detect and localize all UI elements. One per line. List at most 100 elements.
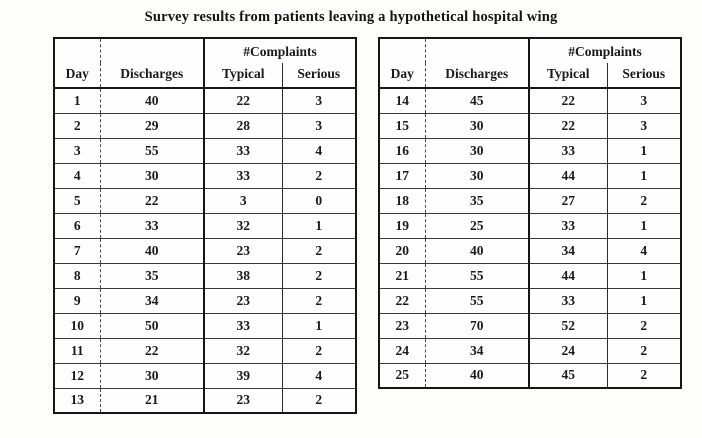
table-row: 2 29 28 3	[54, 112, 357, 138]
table-cell: 55	[425, 262, 530, 288]
table-cell: 2	[607, 312, 682, 338]
table-cell: 33	[100, 212, 205, 238]
table-row: 12 30 39 4	[54, 362, 357, 388]
table-row: 5 22 3 0	[54, 187, 357, 213]
table-cell: 22	[529, 88, 608, 113]
table-cell: 34	[425, 337, 530, 363]
col-header-serious: Serious	[622, 66, 666, 81]
table-cell: 44	[529, 162, 608, 188]
table-cell: 30	[425, 112, 530, 138]
table-cell: 29	[100, 112, 205, 138]
table-cell: 3	[282, 112, 357, 138]
table-cell: 3	[54, 137, 101, 163]
table-cell: 33	[204, 137, 283, 163]
table-cell: 2	[607, 362, 682, 388]
table-cell: 6	[54, 212, 101, 238]
table-row: 23 70 52 2	[379, 312, 682, 338]
table-cell: 33	[529, 137, 608, 163]
table-cell: 50	[100, 312, 205, 338]
table-cell: 7	[54, 237, 101, 263]
table-cell: 28	[204, 112, 283, 138]
col-header-complaints: #Complaints	[243, 44, 317, 59]
table-cell: 1	[282, 212, 357, 238]
table-cell: 4	[54, 162, 101, 188]
table-cell: 30	[100, 162, 205, 188]
table-cell: 4	[282, 137, 357, 163]
table-cell: 23	[204, 237, 283, 263]
table-cell: 9	[54, 287, 101, 313]
table-row: 3 55 33 4	[54, 137, 357, 163]
table-cell: 3	[607, 112, 682, 138]
table-cell: 1	[607, 137, 682, 163]
table-row: 17 30 44 1	[379, 162, 682, 188]
table-cell: 11	[54, 337, 101, 363]
table-row: 7 40 23 2	[54, 237, 357, 263]
col-header-day: Day	[379, 38, 426, 88]
table-cell: 24	[529, 337, 608, 363]
table-row: 20 40 34 4	[379, 237, 682, 263]
table-row: 15 30 22 3	[379, 112, 682, 138]
table-cell: 45	[529, 362, 608, 388]
table-cell: 33	[204, 312, 283, 338]
table-row: 22 55 33 1	[379, 287, 682, 313]
table-cell: 52	[529, 312, 608, 338]
page-title: Survey results from patients leaving a h…	[144, 9, 558, 25]
table-row: 21 55 44 1	[379, 262, 682, 288]
table-cell: 3	[640, 92, 648, 108]
table-cell: 15	[379, 112, 426, 138]
table-row: 8 35 38 2	[54, 262, 357, 288]
table-cell: 32	[204, 337, 283, 363]
header-row-top: Day Discharges #Complaints	[54, 38, 356, 88]
col-header-discharges: Discharges	[100, 38, 205, 88]
table-cell: 0	[282, 187, 357, 213]
table-row: 13 21 23 2	[54, 387, 357, 413]
table-row: 25 40 45 2	[379, 362, 682, 388]
table-cell: 23	[204, 287, 283, 313]
table-row: 9 34 23 2	[54, 287, 357, 313]
table-cell: 2	[282, 162, 357, 188]
table-cell: 22	[100, 337, 205, 363]
header-row-sub: Typical Serious	[54, 63, 356, 88]
col-header-day: Day	[54, 38, 101, 88]
col-header-complaints: #Complaints	[568, 44, 642, 59]
table-cell: 32	[204, 212, 283, 238]
table-row: 11 22 32 2	[54, 337, 357, 363]
table-cell: 39	[204, 362, 283, 388]
table-cell: 38	[204, 262, 283, 288]
table-cell: 2	[282, 387, 357, 413]
table-cell: 25	[379, 362, 426, 388]
table-cell: 2	[282, 287, 357, 313]
table-cell: 22	[204, 88, 283, 113]
table-cell: 20	[379, 237, 426, 263]
table-row: 4 30 33 2	[54, 162, 357, 188]
table-cell: 12	[54, 362, 101, 388]
table-cell: 1	[607, 162, 682, 188]
table-cell: 33	[529, 212, 608, 238]
table-cell: 16	[379, 137, 426, 163]
col-header-discharges: Discharges	[425, 38, 530, 88]
table-cell: 17	[379, 162, 426, 188]
table-cell: 8	[54, 262, 101, 288]
table-cell: 1	[607, 262, 682, 288]
table-row: 10 50 33 1	[54, 312, 357, 338]
table-cell: 35	[100, 262, 205, 288]
col-header-serious: Serious	[297, 66, 341, 81]
table-row: 18 35 27 2	[379, 187, 682, 213]
header-row-top: Day Discharges #Complaints	[379, 38, 681, 88]
table-cell: 3	[204, 187, 283, 213]
table-cell: 1	[282, 312, 357, 338]
table-cell: 1	[54, 88, 101, 113]
table-cell: 4	[282, 362, 357, 388]
table-cell: 2	[54, 112, 101, 138]
table-cell: 30	[425, 162, 530, 188]
table-cell: 14	[379, 88, 426, 113]
table-cell: 27	[529, 187, 608, 213]
table-cell: 45	[425, 88, 530, 113]
table-row: 16 30 33 1	[379, 137, 682, 163]
table-cell: 34	[529, 237, 608, 263]
table-row: 24 34 24 2	[379, 337, 682, 363]
table-row: 1 40 22 3	[54, 88, 356, 113]
table-cell: 2	[282, 262, 357, 288]
table-cell: 2	[282, 237, 357, 263]
